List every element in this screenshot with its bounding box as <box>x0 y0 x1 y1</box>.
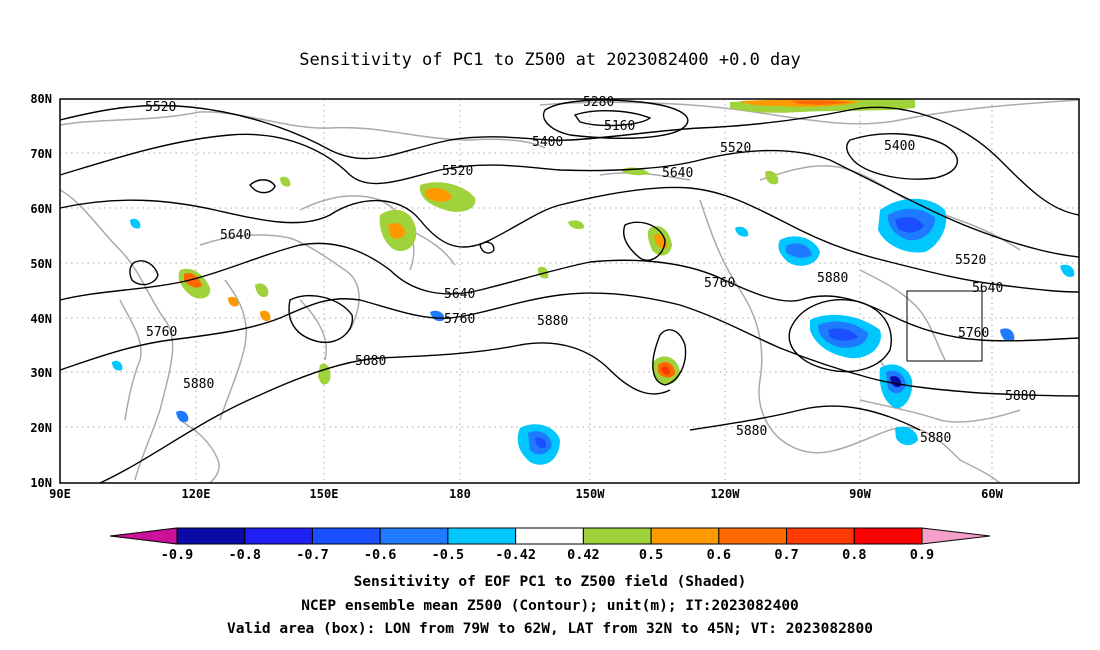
caption-shading: Sensitivity of EOF PC1 to Z500 field (Sh… <box>353 574 747 590</box>
coastlines <box>59 99 1080 484</box>
contour-label: 5760 <box>958 326 989 341</box>
colorbar-label: -0.5 <box>432 547 465 563</box>
colorbar-cell <box>853 527 923 545</box>
z500-contours <box>59 99 1080 484</box>
contour-label: 5880 <box>817 271 848 286</box>
contour-label: 5880 <box>355 354 386 369</box>
colorbar-label: 0.6 <box>707 547 731 563</box>
colorbar-right-arrow <box>921 527 991 545</box>
contour-label: 5520 <box>442 164 473 179</box>
sensitivity-shading <box>112 99 1075 465</box>
contour-label: 5880 <box>1005 389 1036 404</box>
map-frame <box>59 98 1080 484</box>
colorbar-cell <box>582 527 652 545</box>
colorbar-label: -0.9 <box>161 547 194 563</box>
contour-label: 5760 <box>146 325 177 340</box>
lat-label: 40N <box>30 312 52 326</box>
colorbar-label: 0.9 <box>910 547 934 563</box>
contour-label: 5160 <box>604 119 635 134</box>
contour-label: 5760 <box>704 276 735 291</box>
contour-labels: 5520 5280 5160 5400 5520 5400 5520 5640 … <box>145 95 1036 446</box>
contour-label: 5520 <box>145 100 176 115</box>
contour-label: 5760 <box>444 312 475 327</box>
lon-label: 150W <box>576 487 606 501</box>
colorbar-cell <box>176 527 246 545</box>
colorbar-label: 0.8 <box>842 547 866 563</box>
lon-label: 90E <box>49 487 71 501</box>
lon-label: 90W <box>849 487 871 501</box>
contour-label: 5640 <box>972 281 1003 296</box>
lat-label: 70N <box>30 147 52 161</box>
colorbar-cell <box>786 527 855 545</box>
contour-label: 5880 <box>183 377 214 392</box>
contour-label: 5880 <box>736 424 767 439</box>
caption-contour: NCEP ensemble mean Z500 (Contour); unit(… <box>301 598 799 614</box>
colorbar-label: -0.6 <box>364 547 397 563</box>
contour-label: 5880 <box>537 314 568 329</box>
lat-label: 50N <box>30 257 52 271</box>
colorbar-label: -0.7 <box>296 547 329 563</box>
colorbar-label: 0.7 <box>774 547 798 563</box>
graticule <box>60 99 1079 483</box>
latitude-labels: 80N 70N 60N 50N 40N 30N 20N 10N <box>30 92 52 490</box>
contour-label: 5520 <box>955 253 986 268</box>
colorbar-label: -0.8 <box>228 547 261 563</box>
longitude-labels: 90E 120E 150E 180 150W 120W 90W 60W <box>49 487 1003 501</box>
colorbar-label: 0.5 <box>639 547 663 563</box>
figure-title: Sensitivity of PC1 to Z500 at 2023082400… <box>299 50 801 70</box>
lon-label: 60W <box>981 487 1003 501</box>
contour-label: 5400 <box>532 135 563 150</box>
lat-label: 60N <box>30 202 52 216</box>
lon-label: 120E <box>182 487 211 501</box>
contour-label: 5280 <box>583 95 614 110</box>
colorbar-cell <box>311 527 381 545</box>
caption-valid-area: Valid area (box): LON from 79W to 62W, L… <box>226 621 873 637</box>
contour-label: 5520 <box>720 141 751 156</box>
valid-area-box <box>906 290 983 362</box>
lat-label: 30N <box>30 366 52 380</box>
lat-label: 20N <box>30 421 52 435</box>
contour-label: 5640 <box>662 166 693 181</box>
contour-label: 5880 <box>920 431 951 446</box>
lat-label: 10N <box>30 476 52 490</box>
contour-label: 5640 <box>220 228 251 243</box>
colorbar-cell <box>244 527 313 545</box>
contour-label: 5640 <box>444 287 475 302</box>
lon-label: 180 <box>449 487 471 501</box>
colorbar-label: 0.42 <box>567 547 600 563</box>
contour-label: 5400 <box>884 139 915 154</box>
colorbar-cell <box>515 527 584 545</box>
colorbar-cell <box>650 527 720 545</box>
colorbar-cell <box>718 527 788 545</box>
colorbar-cell <box>447 527 517 545</box>
lon-label: 150E <box>310 487 339 501</box>
colorbar: -0.9 -0.8 -0.7 -0.6 -0.5 -0.42 0.42 0.5 0.6 0.7 0.… <box>109 527 991 563</box>
colorbar-cell <box>379 527 449 545</box>
lon-label: 120W <box>711 487 741 501</box>
lat-label: 80N <box>30 92 52 106</box>
colorbar-left-arrow <box>109 527 178 545</box>
colorbar-label: -0.42 <box>495 547 536 563</box>
